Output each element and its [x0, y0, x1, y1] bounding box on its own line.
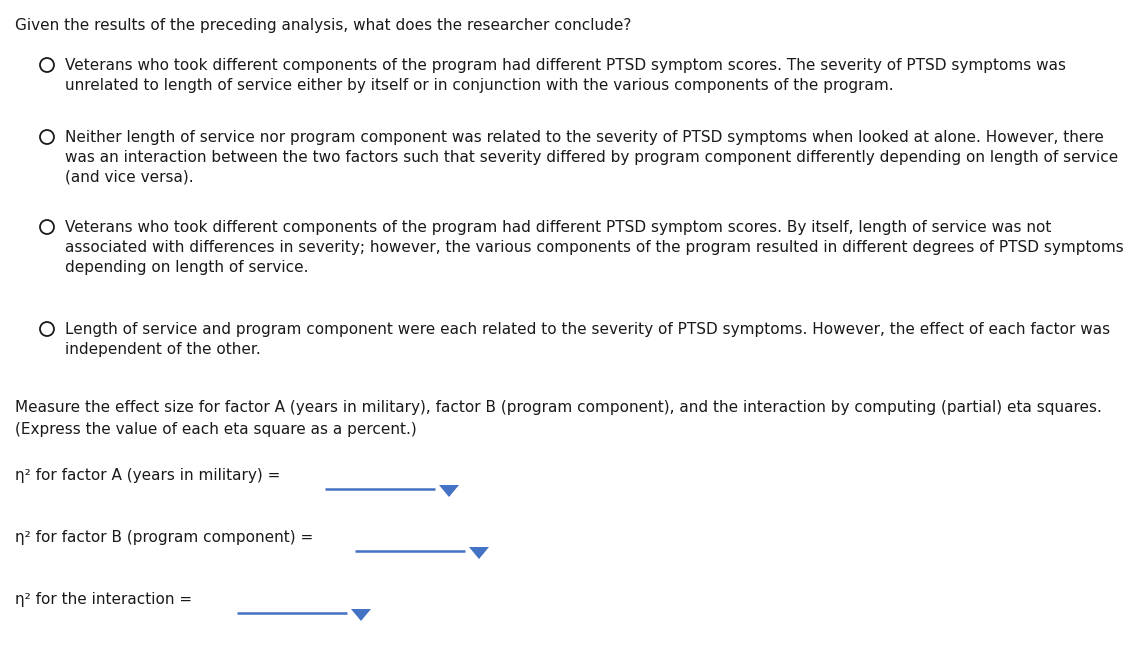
Text: η² for the interaction =: η² for the interaction =: [15, 592, 192, 607]
Text: Neither length of service nor program component was related to the severity of P: Neither length of service nor program co…: [65, 130, 1104, 145]
Text: independent of the other.: independent of the other.: [65, 342, 260, 357]
Text: associated with differences in severity; however, the various components of the : associated with differences in severity;…: [65, 240, 1123, 255]
Polygon shape: [439, 485, 459, 497]
Text: was an interaction between the two factors such that severity differed by progra: was an interaction between the two facto…: [65, 150, 1119, 165]
Text: unrelated to length of service either by itself or in conjunction with the vario: unrelated to length of service either by…: [65, 78, 894, 93]
Text: η² for factor B (program component) =: η² for factor B (program component) =: [15, 530, 314, 545]
Text: (Express the value of each eta square as a percent.): (Express the value of each eta square as…: [15, 422, 417, 437]
Text: η² for factor A (years in military) =: η² for factor A (years in military) =: [15, 468, 281, 483]
Text: Veterans who took different components of the program had different PTSD symptom: Veterans who took different components o…: [65, 220, 1052, 235]
Text: Length of service and program component were each related to the severity of PTS: Length of service and program component …: [65, 322, 1110, 337]
Polygon shape: [351, 609, 371, 621]
Text: Given the results of the preceding analysis, what does the researcher conclude?: Given the results of the preceding analy…: [15, 18, 631, 33]
Text: Measure the effect size for factor A (years in military), factor B (program comp: Measure the effect size for factor A (ye…: [15, 400, 1102, 415]
Text: depending on length of service.: depending on length of service.: [65, 260, 308, 275]
Text: Veterans who took different components of the program had different PTSD symptom: Veterans who took different components o…: [65, 58, 1067, 73]
Text: (and vice versa).: (and vice versa).: [65, 170, 193, 185]
Polygon shape: [468, 547, 489, 559]
